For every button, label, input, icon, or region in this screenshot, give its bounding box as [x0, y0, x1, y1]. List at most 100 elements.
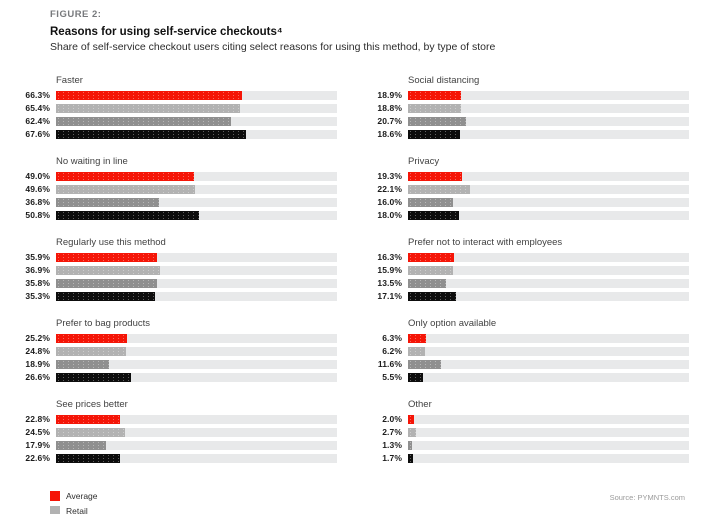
- bar-row-grocery: 17.1%: [358, 292, 689, 301]
- bar-fill: [408, 441, 412, 450]
- chart-title: Reasons for using self-service checkouts…: [50, 26, 283, 38]
- bar-row-retail: 22.1%: [358, 185, 689, 194]
- bar-track: [408, 266, 689, 275]
- bar-track: [408, 104, 689, 113]
- chart-subtitle: Share of self-service checkout users cit…: [50, 41, 496, 53]
- bar-track: [408, 428, 689, 437]
- bar-row-grocery: 35.3%: [6, 292, 337, 301]
- bar-row-grocery: 5.5%: [358, 373, 689, 382]
- bar-row-grocery: 18.6%: [358, 130, 689, 139]
- bar-value-label: 16.3%: [377, 252, 402, 262]
- bar-track: [408, 360, 689, 369]
- bar-value-label: 67.6%: [25, 129, 50, 139]
- bar-value-label: 18.8%: [377, 103, 402, 113]
- bar-value-label: 35.8%: [25, 278, 50, 288]
- bar-value-label: 6.2%: [382, 346, 402, 356]
- bar-row-grocery: 67.6%: [6, 130, 337, 139]
- bar-fill: [408, 428, 416, 437]
- bar-track: [408, 347, 689, 356]
- figure-header: FIGURE 2: Reasons for using self-service…: [0, 9, 702, 53]
- bar-fill: [56, 198, 160, 207]
- bar-fill: [56, 130, 246, 139]
- bar-row-grocery: 22.6%: [6, 454, 337, 463]
- bar-fill: [56, 347, 126, 356]
- bar-value-label: 18.6%: [377, 129, 402, 139]
- bar-row-pharmacy: 17.9%: [6, 441, 337, 450]
- bar-value-label: 50.8%: [25, 210, 50, 220]
- bar-row-pharmacy: 36.8%: [6, 198, 337, 207]
- bar-fill: [408, 91, 462, 100]
- bar-track: [408, 172, 689, 181]
- bar-fill: [408, 104, 461, 113]
- bar-row-retail: 6.2%: [358, 347, 689, 356]
- bar-track: [56, 91, 337, 100]
- group-title: Other: [408, 399, 432, 410]
- group-title: Prefer to bag products: [56, 318, 150, 329]
- bar-fill: [408, 117, 467, 126]
- bar-track: [56, 415, 337, 424]
- bar-value-label: 18.9%: [377, 90, 402, 100]
- bar-row-average: 22.8%: [6, 415, 337, 424]
- bar-value-label: 19.3%: [377, 171, 402, 181]
- legend-item-average: Average: [50, 491, 104, 501]
- bar-track: [408, 185, 689, 194]
- bar-row-retail: 24.8%: [6, 347, 337, 356]
- bar-row-retail: 2.7%: [358, 428, 689, 437]
- bar-track: [408, 198, 689, 207]
- bar-track: [56, 185, 337, 194]
- bar-fill: [408, 292, 457, 301]
- source-note: Source: PYMNTS.com: [609, 493, 685, 502]
- chart-group: Other 2.0% 2.7% 1.3% 1.7%: [358, 399, 689, 467]
- chart-legend: AverageRetailPharmacyGrocery: [50, 491, 104, 514]
- bar-track: [408, 441, 689, 450]
- bar-value-label: 2.0%: [382, 414, 402, 424]
- chart-group: Regularly use this method 35.9% 36.9% 35.8%…: [6, 237, 337, 305]
- bar-value-label: 2.7%: [382, 427, 402, 437]
- bar-track: [408, 373, 689, 382]
- bar-row-grocery: 18.0%: [358, 211, 689, 220]
- chart-group: No waiting in line 49.0% 49.6% 36.8% 50.8%: [6, 156, 337, 224]
- bar-fill: [56, 428, 125, 437]
- bar-fill: [408, 266, 453, 275]
- chart-group: Prefer to bag products 25.2% 24.8% 18.9% 26.…: [6, 318, 337, 386]
- chart-group: See prices better 22.8% 24.5% 17.9% 22.6%: [6, 399, 337, 467]
- bar-track: [408, 253, 689, 262]
- bar-row-average: 2.0%: [358, 415, 689, 424]
- bar-track: [408, 117, 689, 126]
- bar-row-pharmacy: 13.5%: [358, 279, 689, 288]
- bar-fill: [56, 454, 120, 463]
- bar-value-label: 24.5%: [25, 427, 50, 437]
- bar-value-label: 22.6%: [25, 453, 50, 463]
- bar-fill: [56, 292, 156, 301]
- bar-fill: [56, 360, 110, 369]
- bar-track: [56, 347, 337, 356]
- legend-label: Average: [66, 491, 98, 501]
- bar-fill: [56, 441, 107, 450]
- bar-track: [56, 279, 337, 288]
- bar-row-pharmacy: 62.4%: [6, 117, 337, 126]
- bar-value-label: 22.8%: [25, 414, 50, 424]
- bar-value-label: 13.5%: [377, 278, 402, 288]
- bar-row-grocery: 26.6%: [6, 373, 337, 382]
- bar-fill: [56, 279, 157, 288]
- bar-row-retail: 36.9%: [6, 266, 337, 275]
- bar-fill: [408, 198, 453, 207]
- bar-track: [56, 334, 337, 343]
- bar-row-pharmacy: 11.6%: [358, 360, 689, 369]
- bar-track: [56, 253, 337, 262]
- bar-value-label: 65.4%: [25, 103, 50, 113]
- bar-fill: [408, 211, 459, 220]
- bar-row-retail: 49.6%: [6, 185, 337, 194]
- bar-track: [408, 415, 689, 424]
- bar-track: [56, 130, 337, 139]
- bar-value-label: 35.9%: [25, 252, 50, 262]
- bar-row-retail: 24.5%: [6, 428, 337, 437]
- bar-fill: [408, 172, 463, 181]
- bar-fill: [56, 117, 232, 126]
- bar-value-label: 18.0%: [377, 210, 402, 220]
- bar-value-label: 26.6%: [25, 372, 50, 382]
- bar-track: [56, 198, 337, 207]
- bar-fill: [56, 266, 160, 275]
- bar-value-label: 24.8%: [25, 346, 50, 356]
